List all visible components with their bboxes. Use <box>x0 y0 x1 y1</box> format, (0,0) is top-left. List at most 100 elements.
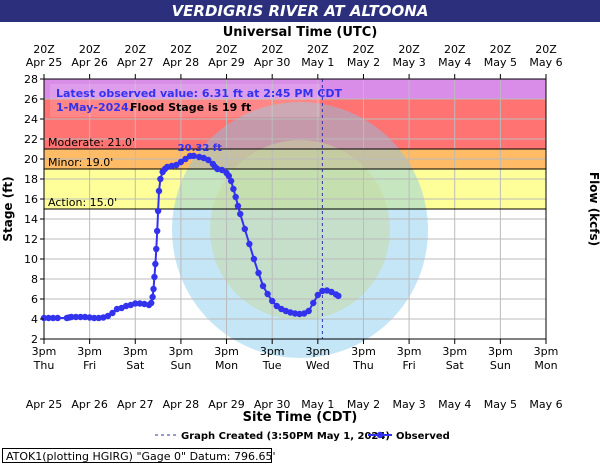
plot-frame <box>43 78 547 340</box>
observed-point-42 <box>190 152 197 159</box>
y-tick-label-8: 18 <box>24 173 38 186</box>
observed-point-40 <box>182 155 189 163</box>
top-tick-date-0: Apr 25 <box>26 56 63 69</box>
x-tick-day-5: Tue <box>262 359 282 372</box>
latest-observed-box <box>50 84 320 117</box>
observed-point-6 <box>68 313 75 321</box>
observed-point-39 <box>177 158 185 166</box>
observed-point-64 <box>273 302 280 310</box>
x-tick-date-9: May 4 <box>438 398 471 411</box>
observed-point-8 <box>77 313 84 321</box>
x-tick-time-2: 3pm <box>123 345 148 358</box>
observed-point-26 <box>150 285 157 293</box>
x-tick-day-8: Fri <box>403 359 416 372</box>
observed-point-62 <box>264 290 271 298</box>
x-tick-date-3: Apr 28 <box>163 398 200 411</box>
observed-point-49 <box>218 166 226 174</box>
top-tick-time-0: 20Z <box>33 43 55 56</box>
x-tick-day-7: Thu <box>352 359 374 372</box>
top-tick-date-10: May 5 <box>484 56 517 69</box>
observed-point-32 <box>155 187 163 195</box>
chart-title: VERDIGRIS RIVER AT ALTOONA <box>171 2 429 20</box>
legend-observed-label: Observed <box>396 431 450 442</box>
x-tick-date-10: May 5 <box>484 398 517 411</box>
x-tick-date-4: Apr 29 <box>208 398 245 411</box>
x-tick-time-1: 3pm <box>77 345 102 358</box>
observed-point-52 <box>227 177 235 185</box>
observed-point-30 <box>153 227 161 235</box>
threshold-label-2: Action: 15.0' <box>48 196 117 209</box>
x-tick-time-9: 3pm <box>442 345 467 358</box>
x-tick-day-11: Mon <box>534 359 557 372</box>
x-tick-date-1: Apr 26 <box>71 398 108 411</box>
observed-point-71 <box>305 307 312 315</box>
top-tick-date-3: Apr 28 <box>163 56 200 69</box>
observed-point-61 <box>259 282 267 290</box>
top-tick-time-1: 20Z <box>79 43 101 56</box>
y-tick-label-11: 24 <box>24 113 38 126</box>
legend-graph-created-label: Graph Created (3:50PM May 1, 2024) <box>181 431 390 442</box>
top-tick-date-2: Apr 27 <box>117 56 154 69</box>
x-tick-day-1: Fri <box>83 359 96 372</box>
observed-point-73 <box>314 291 322 299</box>
legend-observed-marker <box>376 431 384 439</box>
x-tick-date-11: May 6 <box>529 398 562 411</box>
observed-point-55 <box>234 202 242 210</box>
top-tick-time-3: 20Z <box>170 43 192 56</box>
observed-point-11 <box>91 314 98 322</box>
threshold-label-0: Moderate: 21.0' <box>48 136 135 149</box>
top-tick-date-5: Apr 30 <box>254 56 291 69</box>
y-axis-label: Stage (ft) <box>1 176 15 241</box>
top-tick-date-4: Apr 29 <box>208 56 245 69</box>
noaa-watermark-inner-icon <box>210 140 390 320</box>
threshold-label-1: Minor: 19.0' <box>48 156 113 169</box>
y-tick-label-5: 12 <box>24 233 38 246</box>
y-tick-label-4: 10 <box>24 253 38 266</box>
y-tick-label-7: 16 <box>24 193 38 206</box>
y-tick-label-6: 14 <box>24 213 38 226</box>
x-tick-time-6: 3pm <box>305 345 330 358</box>
observed-point-20 <box>132 300 139 307</box>
top-tick-time-10: 20Z <box>490 43 512 56</box>
x-tick-time-7: 3pm <box>351 345 376 358</box>
x-tick-date-6: May 1 <box>301 398 334 411</box>
top-tick-time-2: 20Z <box>124 43 146 56</box>
y-tick-label-1: 4 <box>31 313 38 326</box>
x-tick-day-3: Sun <box>170 359 191 372</box>
x-tick-time-3: 3pm <box>169 345 194 358</box>
observed-point-28 <box>152 260 159 268</box>
x-tick-date-7: May 2 <box>347 398 380 411</box>
observed-point-51 <box>225 172 233 180</box>
x-tick-time-4: 3pm <box>214 345 239 358</box>
x-tick-time-5: 3pm <box>260 345 285 358</box>
y-tick-label-0: 2 <box>31 333 38 346</box>
observed-point-78 <box>335 292 342 300</box>
top-tick-date-6: May 1 <box>301 56 334 69</box>
observed-point-60 <box>255 269 262 277</box>
top-tick-date-1: Apr 26 <box>71 56 108 69</box>
top-axis-label: Universal Time (UTC) <box>223 25 378 40</box>
y2-axis-label: Flow (kcfs) <box>587 172 600 246</box>
observed-point-45 <box>205 156 212 164</box>
crest-label: 20.32 ft <box>178 143 222 154</box>
observed-point-57 <box>241 225 248 233</box>
observed-point-59 <box>250 255 258 263</box>
observed-point-33 <box>157 175 164 183</box>
top-tick-time-5: 20Z <box>261 43 283 56</box>
observed-point-15 <box>109 309 116 317</box>
x-tick-date-0: Apr 25 <box>26 398 63 411</box>
top-tick-date-9: May 4 <box>438 56 471 69</box>
top-tick-time-9: 20Z <box>444 43 466 56</box>
observed-point-53 <box>230 185 237 193</box>
y-tick-label-12: 26 <box>24 93 38 106</box>
title-banner <box>0 0 600 22</box>
x-tick-time-11: 3pm <box>534 345 559 358</box>
observed-point-3 <box>54 314 61 322</box>
observed-point-56 <box>237 210 244 218</box>
y-tick-label-9: 20 <box>24 153 38 166</box>
x-tick-date-5: Apr 30 <box>254 398 291 411</box>
x-tick-time-0: 3pm <box>32 345 57 358</box>
flood-stage-text: Flood Stage is 19 ft <box>130 101 251 114</box>
top-tick-time-11: 20Z <box>535 43 557 56</box>
observed-point-31 <box>154 207 162 215</box>
